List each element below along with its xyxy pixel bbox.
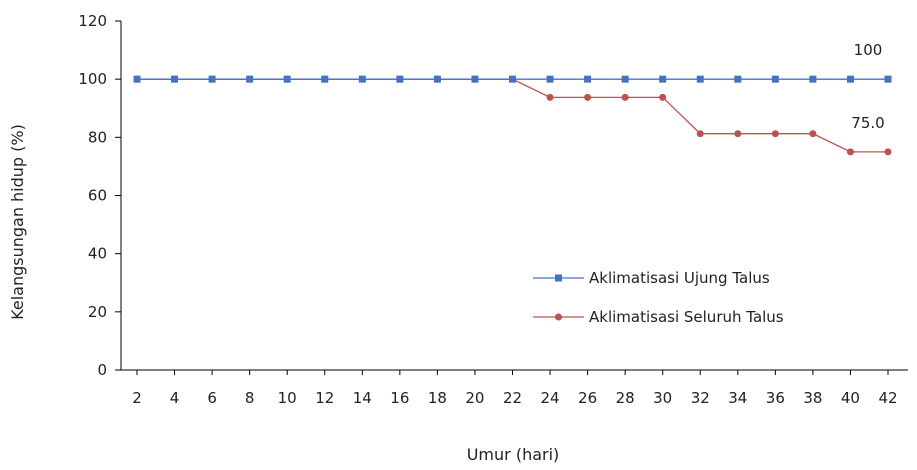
data-point [809, 130, 817, 138]
y-tick-label: 100 [78, 70, 107, 88]
y-tick-label: 120 [78, 12, 107, 30]
y-tick-label: 80 [88, 128, 107, 146]
data-point [621, 93, 629, 101]
data-point [358, 75, 366, 83]
data-point [884, 75, 892, 83]
data-point [846, 148, 854, 156]
data-point [809, 75, 817, 83]
data-point [696, 130, 704, 138]
data-point [246, 75, 254, 83]
x-tick-label: 40 [841, 389, 860, 407]
x-tick-label: 10 [278, 389, 297, 407]
data-point [208, 75, 216, 83]
legend-marker [555, 274, 562, 282]
x-tick-label: 26 [578, 389, 597, 407]
x-tick-label: 34 [728, 389, 747, 407]
y-tick-label: 60 [88, 187, 107, 205]
x-tick-label: 2 [132, 389, 142, 407]
data-point [846, 75, 854, 83]
data-labels: 100 75.0 [851, 41, 884, 132]
x-tick-label: 36 [766, 389, 785, 407]
data-point [171, 75, 179, 83]
x-tick-label: 20 [465, 389, 484, 407]
x-axis: 2 4 6 8 10 12 14 16 18 20 22 24 26 28 30 32 34 36 38 40 42 [121, 369, 908, 407]
y-tick-label: 0 [97, 361, 107, 379]
y-tick-label: 40 [88, 245, 107, 263]
series-group [133, 75, 892, 156]
data-point [771, 75, 779, 83]
series-2 [133, 75, 892, 156]
end-value-label: 100 [854, 41, 883, 59]
x-axis-title: Umur (hari) [467, 445, 560, 464]
data-point [659, 93, 667, 101]
data-point [696, 75, 704, 83]
series-line [137, 78, 888, 153]
data-point [659, 75, 667, 83]
y-axis-title: Kelangsungan hidup (%) [8, 124, 27, 320]
legend: Aklimatisasi Ujung Talus Aklimatisasi Sel… [533, 269, 784, 326]
x-tick-label: 8 [245, 389, 255, 407]
x-tick-label: 4 [170, 389, 180, 407]
x-tick-label: 6 [207, 389, 217, 407]
x-tick-label: 12 [315, 389, 334, 407]
data-point [509, 75, 516, 83]
y-axis: 0 20 40 60 80 100 120 [78, 12, 122, 379]
legend-label: Aklimatisasi Ujung Talus [589, 269, 770, 287]
data-point [471, 75, 479, 83]
x-tick-label: 14 [353, 389, 372, 407]
legend-marker [555, 313, 562, 321]
x-tick-label: 16 [390, 389, 409, 407]
end-value-label: 75.0 [851, 114, 884, 132]
data-point [734, 75, 742, 83]
data-point [321, 75, 329, 83]
x-tick-label: 30 [653, 389, 672, 407]
legend-label: Aklimatisasi Seluruh Talus [589, 308, 784, 326]
data-point [546, 93, 554, 101]
x-tick-label: 24 [541, 389, 560, 407]
x-tick-label: 42 [878, 389, 897, 407]
data-point [771, 130, 779, 138]
data-point [283, 75, 291, 83]
data-point [584, 93, 592, 101]
data-point [734, 130, 742, 138]
x-tick-label: 22 [503, 389, 522, 407]
series-1 [133, 75, 892, 83]
x-tick-label: 38 [803, 389, 822, 407]
legend-item-2: Aklimatisasi Seluruh Talus [533, 308, 784, 326]
x-tick-label: 32 [691, 389, 710, 407]
data-point [546, 75, 554, 83]
data-point [133, 75, 141, 83]
data-point [884, 148, 892, 156]
data-point [396, 75, 404, 83]
data-point [621, 75, 629, 83]
data-point [433, 75, 441, 83]
data-point [584, 75, 592, 83]
x-tick-label: 28 [616, 389, 635, 407]
y-tick-label: 20 [88, 303, 107, 321]
x-tick-label: 18 [428, 389, 447, 407]
legend-item-1: Aklimatisasi Ujung Talus [533, 269, 770, 287]
